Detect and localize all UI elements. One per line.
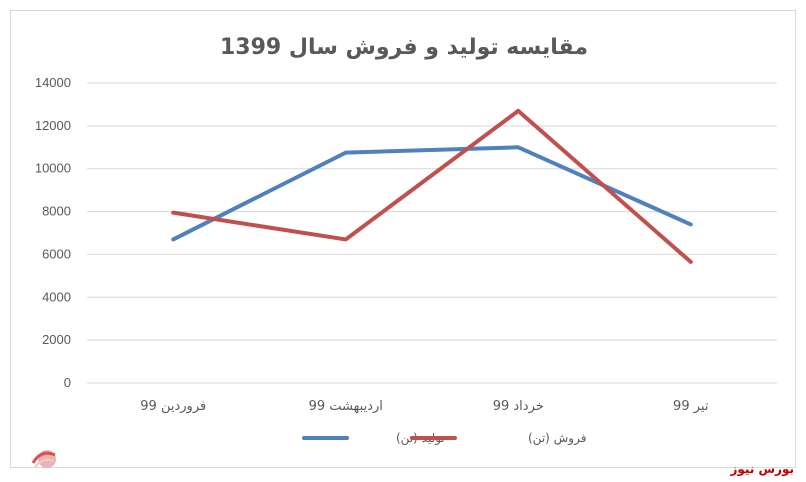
x-axis-categories: فروردین 99 اردیبهشت 99 خرداد 99 تیر 99	[140, 399, 709, 414]
line-chart: مقایسه تولید و فروش سال 1399 0 2000 4000 60…	[35, 35, 777, 446]
bourse-news-logo-icon	[31, 450, 56, 468]
x-category-label: اردیبهشت 99	[309, 399, 383, 414]
chart-frame: مقایسه تولید و فروش سال 1399 0 2000 4000 60…	[10, 10, 796, 468]
y-tick-label: 4000	[42, 289, 71, 304]
legend: تولید (تن)فروش (تن)	[302, 431, 586, 446]
y-tick-label: 0	[64, 375, 71, 390]
x-category-label: خرداد 99	[493, 399, 544, 414]
y-tick-label: 12000	[35, 118, 71, 133]
y-tick-label: 14000	[35, 75, 71, 90]
chart-title: مقایسه تولید و فروش سال 1399	[220, 35, 588, 60]
brand-label: بورس نیوز	[730, 462, 794, 476]
y-axis-ticks: 0 2000 4000 6000 8000 10000 12000 14000	[35, 75, 71, 390]
gridlines	[87, 82, 777, 384]
x-category-label: فروردین 99	[140, 399, 206, 414]
y-tick-label: 2000	[42, 332, 71, 347]
series-lines	[171, 108, 693, 264]
series-line-1	[171, 108, 693, 264]
legend-label: فروش (تن)	[528, 431, 586, 446]
y-tick-label: 10000	[35, 161, 71, 176]
x-category-label: تیر 99	[673, 399, 709, 414]
y-tick-label: 8000	[42, 204, 71, 219]
y-tick-label: 6000	[42, 246, 71, 261]
